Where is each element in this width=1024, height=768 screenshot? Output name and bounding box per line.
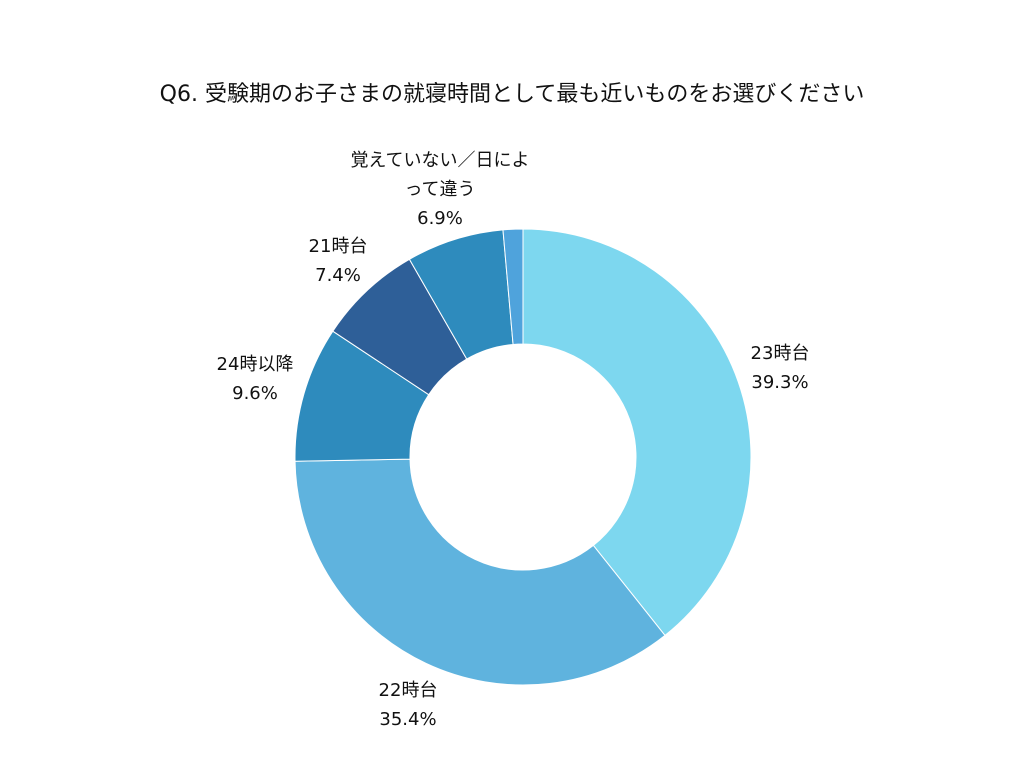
slice-value: 9.6% [232, 383, 278, 404]
donut-slice-1 [294, 458, 666, 686]
slice-value: 6.9% [417, 208, 463, 229]
slice-label-unknown: 覚えていない／日によって違う 6.9% [350, 146, 530, 233]
slice-name: 覚えていない／日によって違う [350, 150, 530, 200]
slice-name: 23時台 [750, 343, 810, 364]
slice-label-22: 22時台 35.4% [379, 676, 438, 734]
slice-value: 35.4% [379, 709, 437, 730]
slice-name: 21時台 [308, 236, 368, 257]
donut-slice-5 [502, 228, 524, 345]
slice-label-23: 23時台 39.3% [751, 339, 810, 397]
chart-title: Q6. 受験期のお子さまの就寝時間として最も近いものをお選びください [159, 82, 865, 107]
slice-value: 39.3% [751, 372, 809, 393]
slice-name: 24時以降 [216, 354, 294, 375]
slice-label-24: 24時以降 9.6% [217, 350, 294, 408]
slice-value: 7.4% [315, 265, 361, 286]
donut-slice-0 [522, 228, 752, 637]
slice-label-21: 21時台 7.4% [309, 232, 368, 290]
slice-name: 22時台 [378, 680, 438, 701]
